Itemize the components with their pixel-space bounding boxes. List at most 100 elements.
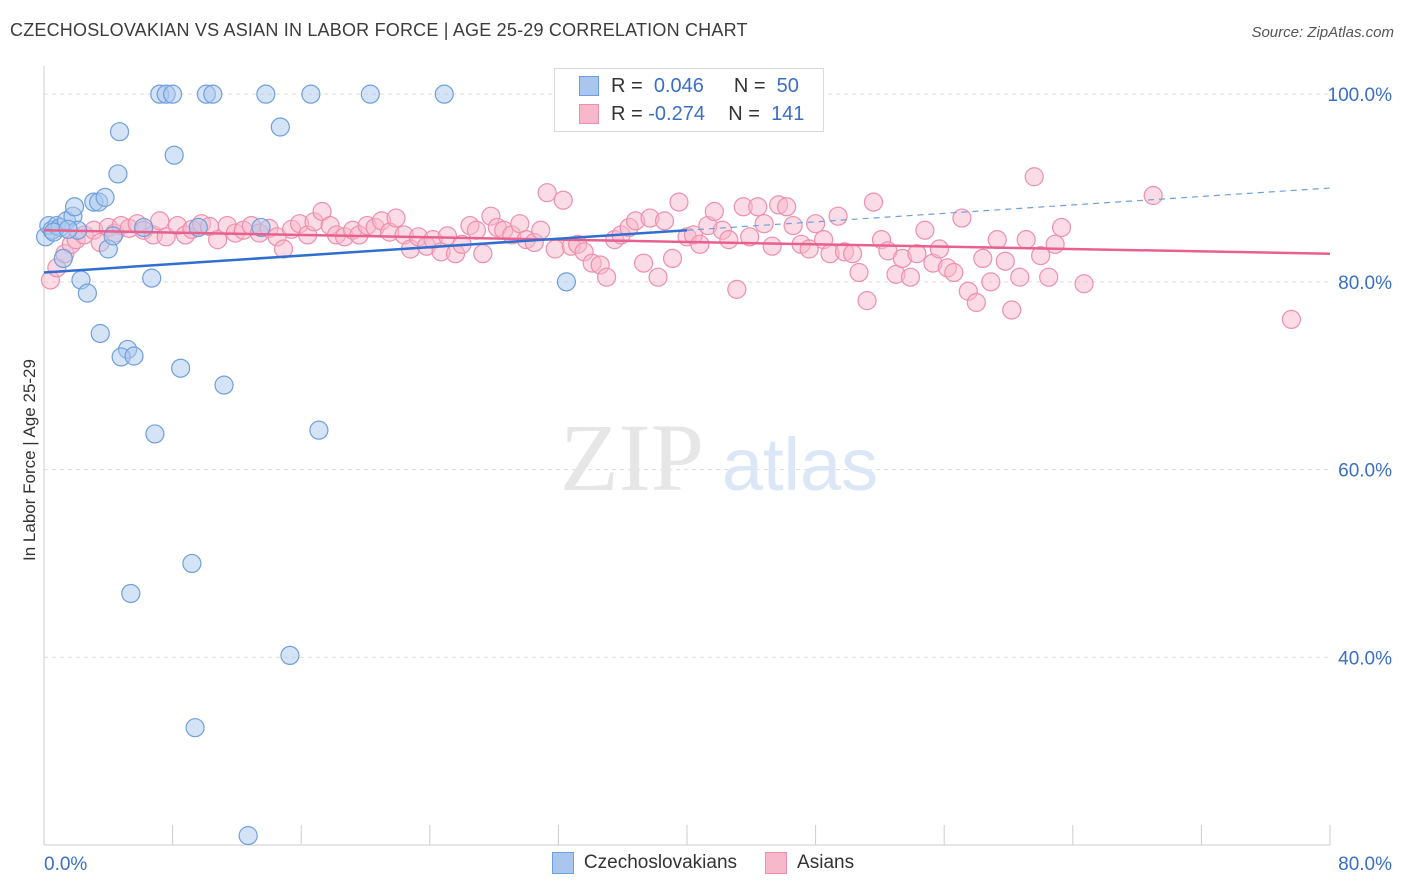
x-tick-label: 80.0% — [1338, 854, 1392, 875]
legend-item-czechoslovakians[interactable]: Czechoslovakians — [551, 852, 738, 874]
czech-point — [556, 272, 577, 292]
asian-point — [719, 230, 739, 250]
asian-point — [762, 236, 782, 256]
czech-point — [145, 424, 165, 444]
czech-point — [251, 217, 271, 238]
asian-point — [857, 291, 877, 311]
asian-point — [1051, 217, 1072, 238]
watermark-atlas: atlas — [722, 423, 878, 506]
legend-label-czechoslovakians: Czechoslovakians — [583, 852, 738, 873]
legend-row-asian: R = -0.274 N = 141 — [579, 102, 804, 126]
asian-point — [740, 227, 760, 247]
asian-point — [900, 267, 921, 287]
czech-point — [309, 420, 329, 440]
asian-point — [633, 253, 654, 273]
asian-point — [654, 211, 675, 231]
czech-point — [360, 84, 380, 104]
asian-point — [545, 239, 565, 259]
czech-points — [36, 84, 577, 846]
asian-point — [783, 215, 803, 236]
asian-point — [150, 211, 170, 231]
tick-labels: 100.0% 80.0% 60.0% 40.0% 0.0% 80.0% — [44, 85, 1392, 875]
czech-point — [270, 117, 290, 137]
y-tick-label: 40.0% — [1338, 648, 1392, 669]
source-label: Source: ZipAtlas.com — [1251, 24, 1394, 41]
czech-point — [185, 718, 205, 738]
asian-point — [754, 214, 774, 234]
asian-point — [466, 220, 487, 240]
asian-point — [805, 214, 826, 234]
asian-point — [777, 197, 797, 217]
asian-point — [981, 272, 1001, 292]
asian-point — [1024, 167, 1044, 187]
czech-point — [171, 358, 191, 378]
asian-points — [40, 167, 1302, 330]
czech-point — [203, 84, 223, 104]
asian-legend-swatch — [765, 852, 788, 874]
czech-point — [64, 197, 85, 217]
legend-row-czech: R = 0.046 N = 50 — [579, 74, 799, 98]
czech-point — [301, 84, 321, 104]
asian-point — [597, 267, 617, 287]
czech-point — [103, 226, 123, 246]
r-label: R = — [611, 102, 643, 125]
n-label: N = — [733, 74, 766, 97]
asian-point — [748, 197, 768, 217]
asian-point — [208, 230, 228, 250]
asian-point — [473, 244, 493, 264]
asian-point — [531, 220, 551, 240]
series-legend: Czechoslovakians Asians — [0, 852, 1406, 874]
y-tick-label: 80.0% — [1338, 273, 1392, 294]
czech-point — [434, 84, 454, 104]
asian-point — [510, 214, 530, 234]
asian-swatch — [579, 104, 599, 124]
czech-point — [108, 164, 128, 184]
czech-point — [142, 268, 162, 288]
y-tick-label: 100.0% — [1328, 85, 1393, 106]
czech-point — [124, 346, 144, 366]
czech-point — [58, 219, 78, 239]
czech-point — [121, 583, 141, 604]
asian-point — [1010, 267, 1030, 287]
czech-point — [238, 826, 258, 846]
czech-point — [134, 217, 154, 238]
czech-point — [256, 84, 276, 104]
czech-point — [90, 323, 110, 344]
asian-point — [662, 248, 683, 269]
czech-legend-swatch — [551, 852, 574, 874]
asian-point — [828, 206, 848, 226]
r-value: -0.274 — [648, 102, 705, 125]
asian-point — [987, 230, 1007, 250]
asian-point — [952, 208, 972, 228]
asian-point — [1045, 234, 1065, 254]
asian-point — [915, 220, 935, 240]
r-label: R = — [611, 74, 643, 97]
watermark: ZIP atlas — [560, 404, 878, 511]
x-tick-label: 0.0% — [44, 854, 87, 875]
legend-item-asians[interactable]: Asians — [765, 852, 854, 874]
stats-legend: R = 0.046 N = 50 R = -0.274 N = 141 — [554, 68, 824, 132]
asian-point — [386, 208, 406, 228]
asian-point — [1016, 230, 1036, 250]
asian-point — [995, 251, 1015, 271]
n-value: 50 — [776, 74, 799, 97]
n-value: 141 — [771, 102, 805, 125]
czech-point — [163, 84, 183, 104]
asian-point — [944, 262, 964, 283]
czech-point — [77, 283, 98, 303]
asian-point — [553, 190, 573, 210]
czech-point — [53, 248, 73, 269]
asian-point — [669, 192, 689, 212]
asian-point — [966, 292, 986, 313]
r-value: 0.046 — [653, 74, 704, 97]
czech-point — [95, 187, 115, 207]
czech-point — [280, 645, 300, 666]
asian-point — [973, 248, 993, 269]
asian-point — [1074, 274, 1094, 294]
asian-point — [1039, 267, 1059, 287]
asian-point — [863, 192, 884, 212]
asian-point — [704, 201, 724, 222]
czech-trend-line — [43, 228, 688, 274]
y-tick-label: 60.0% — [1338, 461, 1392, 482]
